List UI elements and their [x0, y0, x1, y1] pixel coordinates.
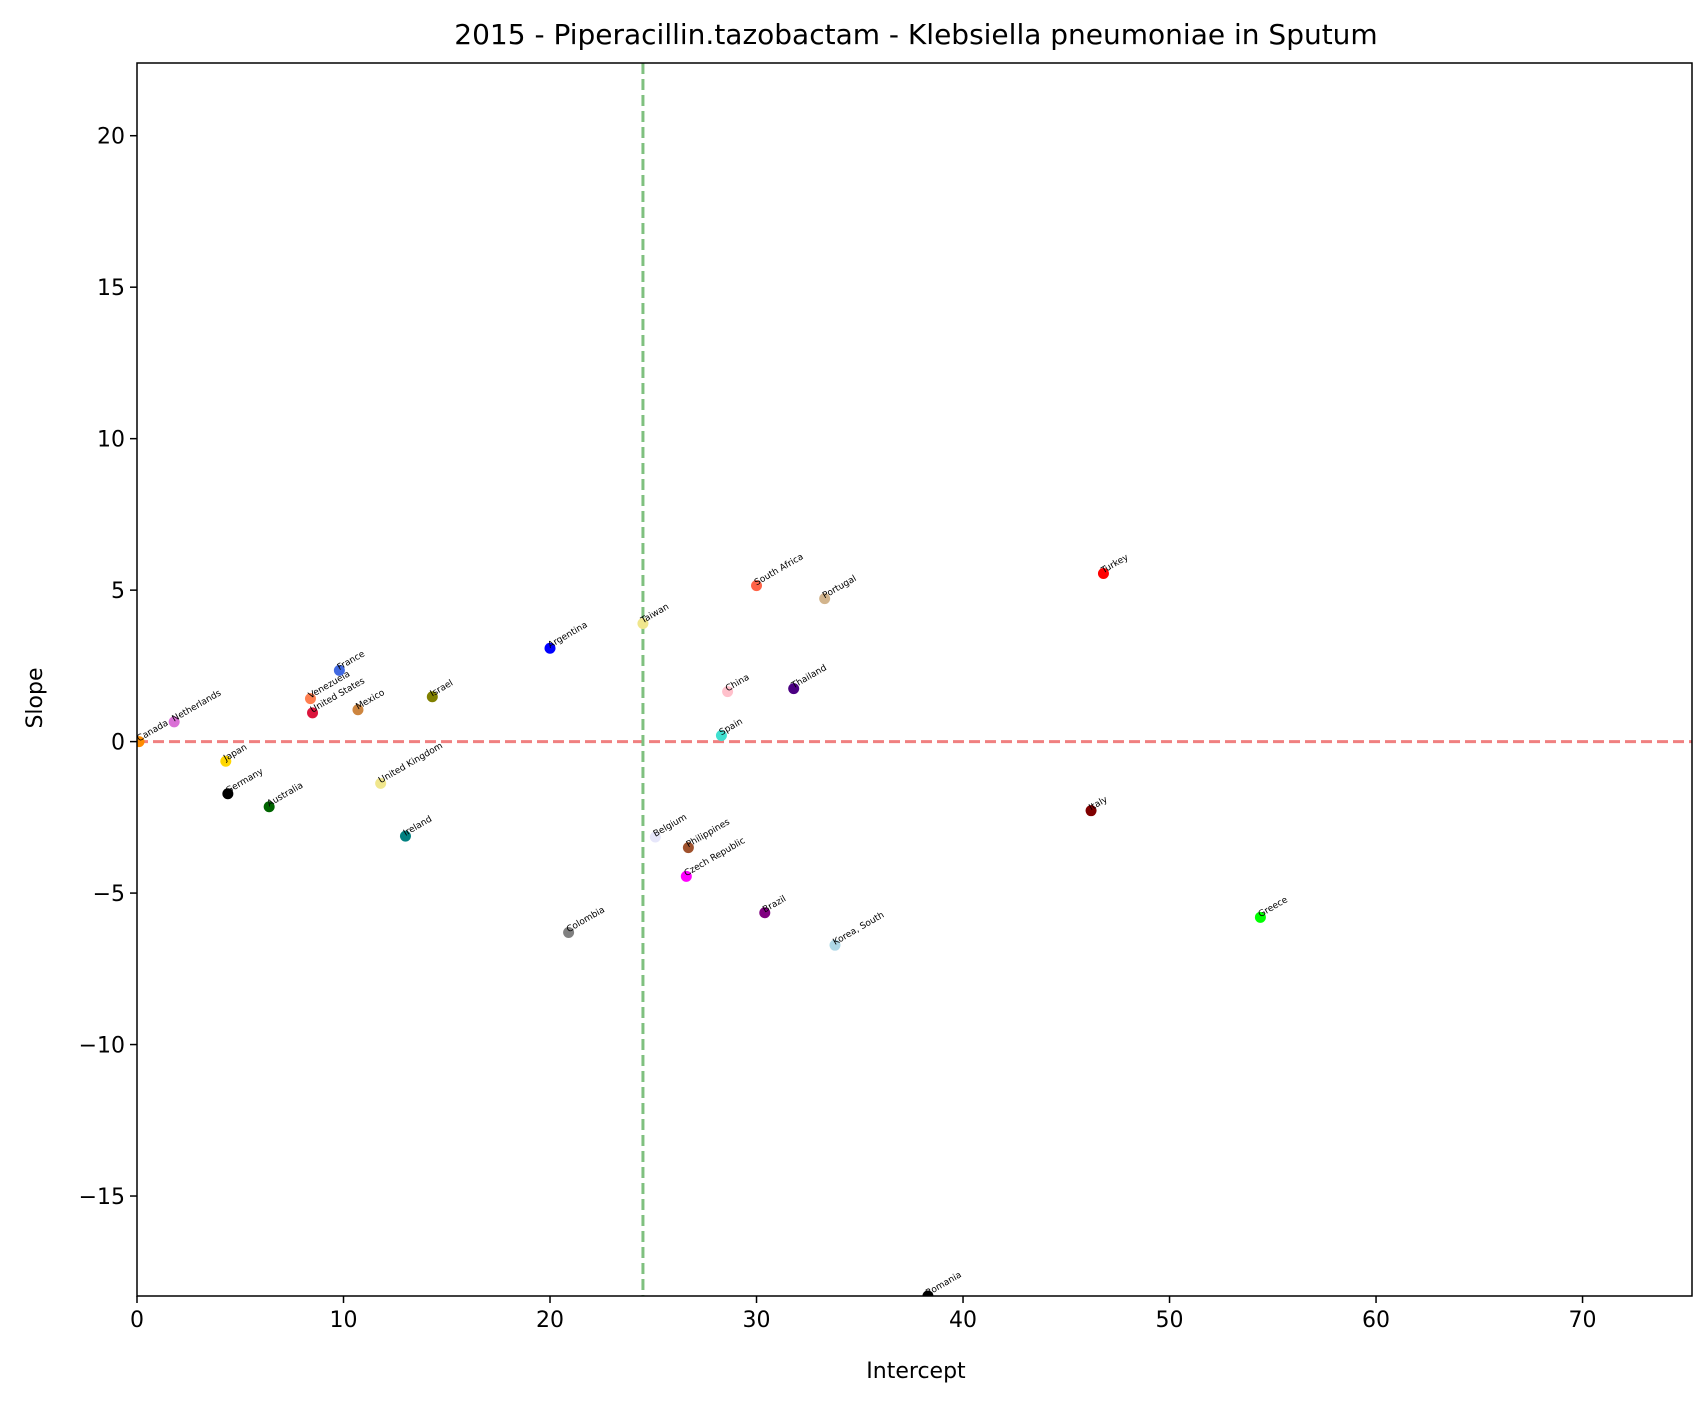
data-point — [426, 691, 438, 703]
x-tick-label: 50 — [1156, 1308, 1184, 1333]
data-point — [649, 831, 661, 843]
x-tick-label: 0 — [130, 1308, 144, 1333]
data-point — [819, 593, 831, 605]
data-point — [829, 939, 841, 951]
x-tick-label: 60 — [1362, 1308, 1390, 1333]
x-tick-label: 30 — [743, 1308, 771, 1333]
data-point — [682, 842, 694, 854]
data-point — [680, 870, 692, 882]
data-point — [220, 755, 232, 767]
data-point — [307, 707, 319, 719]
data-point — [399, 830, 411, 842]
x-tick-label: 70 — [1569, 1308, 1597, 1333]
data-point — [788, 683, 800, 695]
y-tick-label: 5 — [111, 579, 125, 604]
data-point — [1097, 567, 1109, 579]
data-point — [922, 1290, 934, 1296]
y-tick-label: 15 — [97, 276, 125, 301]
data-point — [263, 801, 275, 813]
data-point — [222, 788, 234, 800]
data-point — [333, 664, 345, 676]
y-tick-label: 10 — [97, 428, 125, 453]
x-axis-label: Intercept — [866, 1359, 966, 1384]
data-point — [544, 642, 556, 654]
x-tick-label: 10 — [330, 1308, 358, 1333]
y-tick-label: −5 — [93, 882, 125, 907]
data-point — [751, 580, 763, 592]
data-point — [1085, 805, 1097, 817]
y-tick-label: 20 — [97, 125, 125, 150]
data-point — [1254, 911, 1266, 923]
y-tick-label: 0 — [111, 731, 125, 756]
plot-frame — [136, 62, 1693, 1297]
data-point — [563, 926, 575, 938]
data-point — [722, 686, 734, 698]
y-tick-label: −15 — [79, 1185, 125, 1210]
data-point — [168, 716, 180, 728]
data-point — [352, 704, 364, 716]
data-point — [375, 777, 387, 789]
data-point — [637, 617, 649, 629]
data-point — [137, 736, 145, 748]
data-point — [759, 907, 771, 919]
y-tick-label: −10 — [79, 1034, 125, 1059]
chart-title: 2015 - Piperacillin.tazobactam - Klebsie… — [454, 18, 1377, 51]
y-axis-label: Slope — [23, 667, 48, 728]
data-point — [715, 730, 727, 742]
x-tick-label: 40 — [949, 1308, 977, 1333]
x-tick-label: 20 — [536, 1308, 564, 1333]
data-point — [304, 693, 316, 705]
